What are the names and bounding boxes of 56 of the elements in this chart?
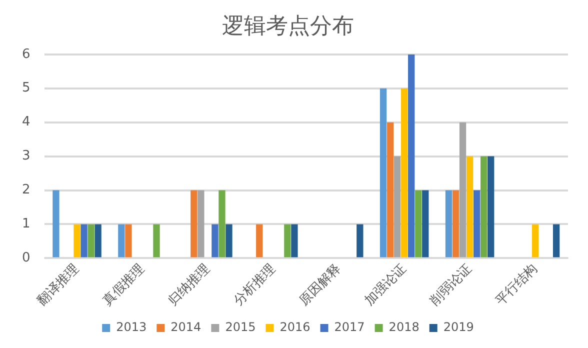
bar [218,190,226,258]
bar [80,224,88,258]
x-tick-label: 削弱论证 [428,261,476,309]
legend-label: 2016 [280,320,310,334]
bar [88,224,94,258]
bar [422,190,429,258]
bar [284,224,291,258]
x-tick-label: 真假推理 [100,261,148,309]
chart-title: 逻辑考点分布 [222,14,354,39]
bar [153,224,160,258]
x-tick-label: 翻译推理 [34,261,82,309]
x-tick-label: 归纳推理 [166,261,214,309]
y-tick-label: 6 [22,46,30,62]
bar [473,190,480,258]
bar [212,224,218,258]
bar [459,122,466,258]
y-tick-label: 4 [22,114,30,130]
legend-label: 2019 [443,320,474,334]
legend-label: 2013 [116,320,147,334]
bar [552,224,560,258]
y-tick-label: 1 [22,216,30,232]
y-tick-label: 3 [22,148,30,164]
bar [74,224,80,258]
y-tick-label: 0 [22,250,30,266]
bar [380,88,387,258]
bar [226,224,232,258]
x-tick-label: 加强论证 [362,261,410,309]
bar [466,156,474,258]
bar [401,88,408,258]
bar [386,122,394,258]
bar [291,224,298,258]
bar [118,224,125,258]
legend-label: 2014 [170,320,202,334]
bar [480,156,488,258]
bar [408,54,415,258]
bar [445,190,452,258]
bar [52,190,60,258]
bar [415,190,422,258]
bar [125,224,132,258]
legend-label: 2017 [334,320,365,334]
bar [190,190,198,258]
x-tick-label: 分析推理 [231,261,279,309]
bar [94,224,102,258]
y-tick-label: 2 [22,182,30,198]
bar [488,156,494,258]
legend-label: 2018 [388,320,420,334]
bar [452,190,460,258]
bar [198,190,204,258]
x-tick-label: 平行结构 [493,261,540,309]
bar [532,224,539,258]
bar [356,224,364,258]
y-tick-label: 5 [22,80,30,96]
legend-label: 2015 [225,320,256,334]
bar [394,156,401,258]
bar [256,224,263,258]
x-tick-label: 原因解释 [296,261,344,309]
